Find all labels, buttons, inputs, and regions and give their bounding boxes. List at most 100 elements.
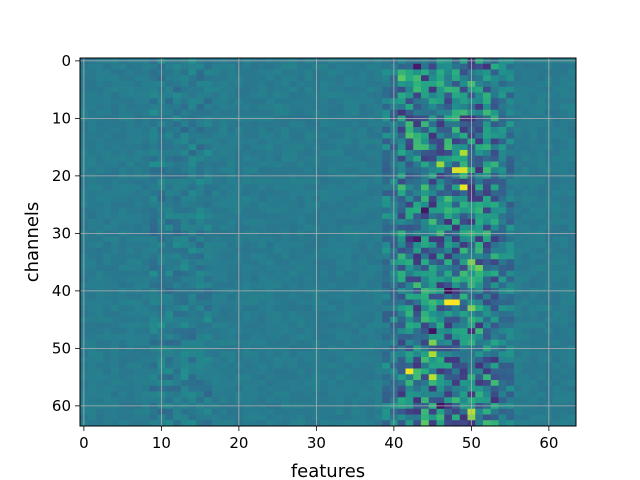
heatmap-cell [142,391,151,398]
heatmap-cell [343,322,352,329]
heatmap-cell [428,380,437,387]
heatmap-cell [196,305,205,312]
heatmap-cell [413,305,422,312]
heatmap-cell [242,178,251,185]
heatmap-cell [366,138,375,145]
heatmap-cell [498,207,507,214]
heatmap-cell [211,316,220,323]
heatmap-cell [103,391,112,398]
heatmap-cell [436,236,445,243]
heatmap-cell [498,385,507,392]
heatmap-cell [273,265,282,272]
heatmap-cell [173,201,182,208]
heatmap-cell [281,219,290,226]
heatmap-cell [560,253,569,260]
heatmap-cell [87,253,96,260]
heatmap-cell [173,351,182,358]
heatmap-cell [436,127,445,134]
heatmap-cell [490,328,499,335]
heatmap-cell [320,98,329,105]
heatmap-cell [328,259,337,266]
heatmap-cell [529,316,538,323]
heatmap-cell [436,167,445,174]
heatmap-cell [281,86,290,93]
heatmap-cell [359,138,368,145]
heatmap-cell [304,253,313,260]
heatmap-cell [351,190,360,197]
heatmap-cell [521,357,530,364]
heatmap-cell [188,357,197,364]
heatmap-cell [459,265,468,272]
heatmap-cell [289,362,298,369]
heatmap-cell [242,86,251,93]
heatmap-cell [266,109,275,116]
heatmap-cell [529,385,538,392]
heatmap-cell [180,161,189,168]
heatmap-cell [111,98,120,105]
heatmap-cell [436,104,445,111]
heatmap-cell [149,213,158,220]
heatmap-cell [444,167,453,174]
heatmap-cell [211,305,220,312]
heatmap-cell [552,86,561,93]
heatmap-cell [452,219,461,226]
heatmap-cell [374,299,383,306]
heatmap-cell [211,69,220,76]
heatmap-cell [421,155,430,162]
heatmap-cell [95,109,104,116]
heatmap-cell [413,339,422,346]
heatmap-cell [134,368,143,375]
heatmap-cell [173,357,182,364]
heatmap-cell [118,368,127,375]
heatmap-cell [103,219,112,226]
heatmap-cell [142,305,151,312]
heatmap-cell [211,201,220,208]
heatmap-cell [111,282,120,289]
heatmap-cell [382,63,391,70]
heatmap-cell [552,150,561,157]
heatmap-cell [552,236,561,243]
heatmap-cell [297,334,306,341]
heatmap-cell [118,104,127,111]
heatmap-cell [118,69,127,76]
heatmap-cell [537,420,546,427]
heatmap-cell [87,161,96,168]
heatmap-cell [273,92,282,99]
heatmap-cell [428,339,437,346]
heatmap-cell [366,293,375,300]
heatmap-cell [219,213,228,220]
heatmap-cell [428,357,437,364]
heatmap-cell [529,196,538,203]
heatmap-cell [180,408,189,415]
heatmap-cell [459,213,468,220]
heatmap-cell [289,132,298,139]
heatmap-cell [552,132,561,139]
heatmap-cell [498,305,507,312]
heatmap-cell [537,247,546,254]
heatmap-cell [459,224,468,231]
heatmap-cell [366,311,375,318]
heatmap-cell [281,144,290,151]
heatmap-cell [266,127,275,134]
heatmap-cell [165,207,174,214]
heatmap-cell [297,155,306,162]
heatmap-cell [421,167,430,174]
heatmap-cell [328,316,337,323]
heatmap-cell [529,138,538,145]
heatmap-cell [219,81,228,88]
heatmap-cell [242,196,251,203]
heatmap-cell [459,121,468,128]
heatmap-cell [227,282,236,289]
heatmap-cell [413,190,422,197]
heatmap-cell [204,357,213,364]
heatmap-cell [413,385,422,392]
heatmap-cell [165,81,174,88]
heatmap-cell [335,98,344,105]
heatmap-cell [126,362,135,369]
heatmap-cell [149,334,158,341]
heatmap-cell [250,362,259,369]
heatmap-cell [459,132,468,139]
heatmap-cell [188,155,197,162]
heatmap-cell [428,81,437,88]
heatmap-cell [405,63,414,70]
